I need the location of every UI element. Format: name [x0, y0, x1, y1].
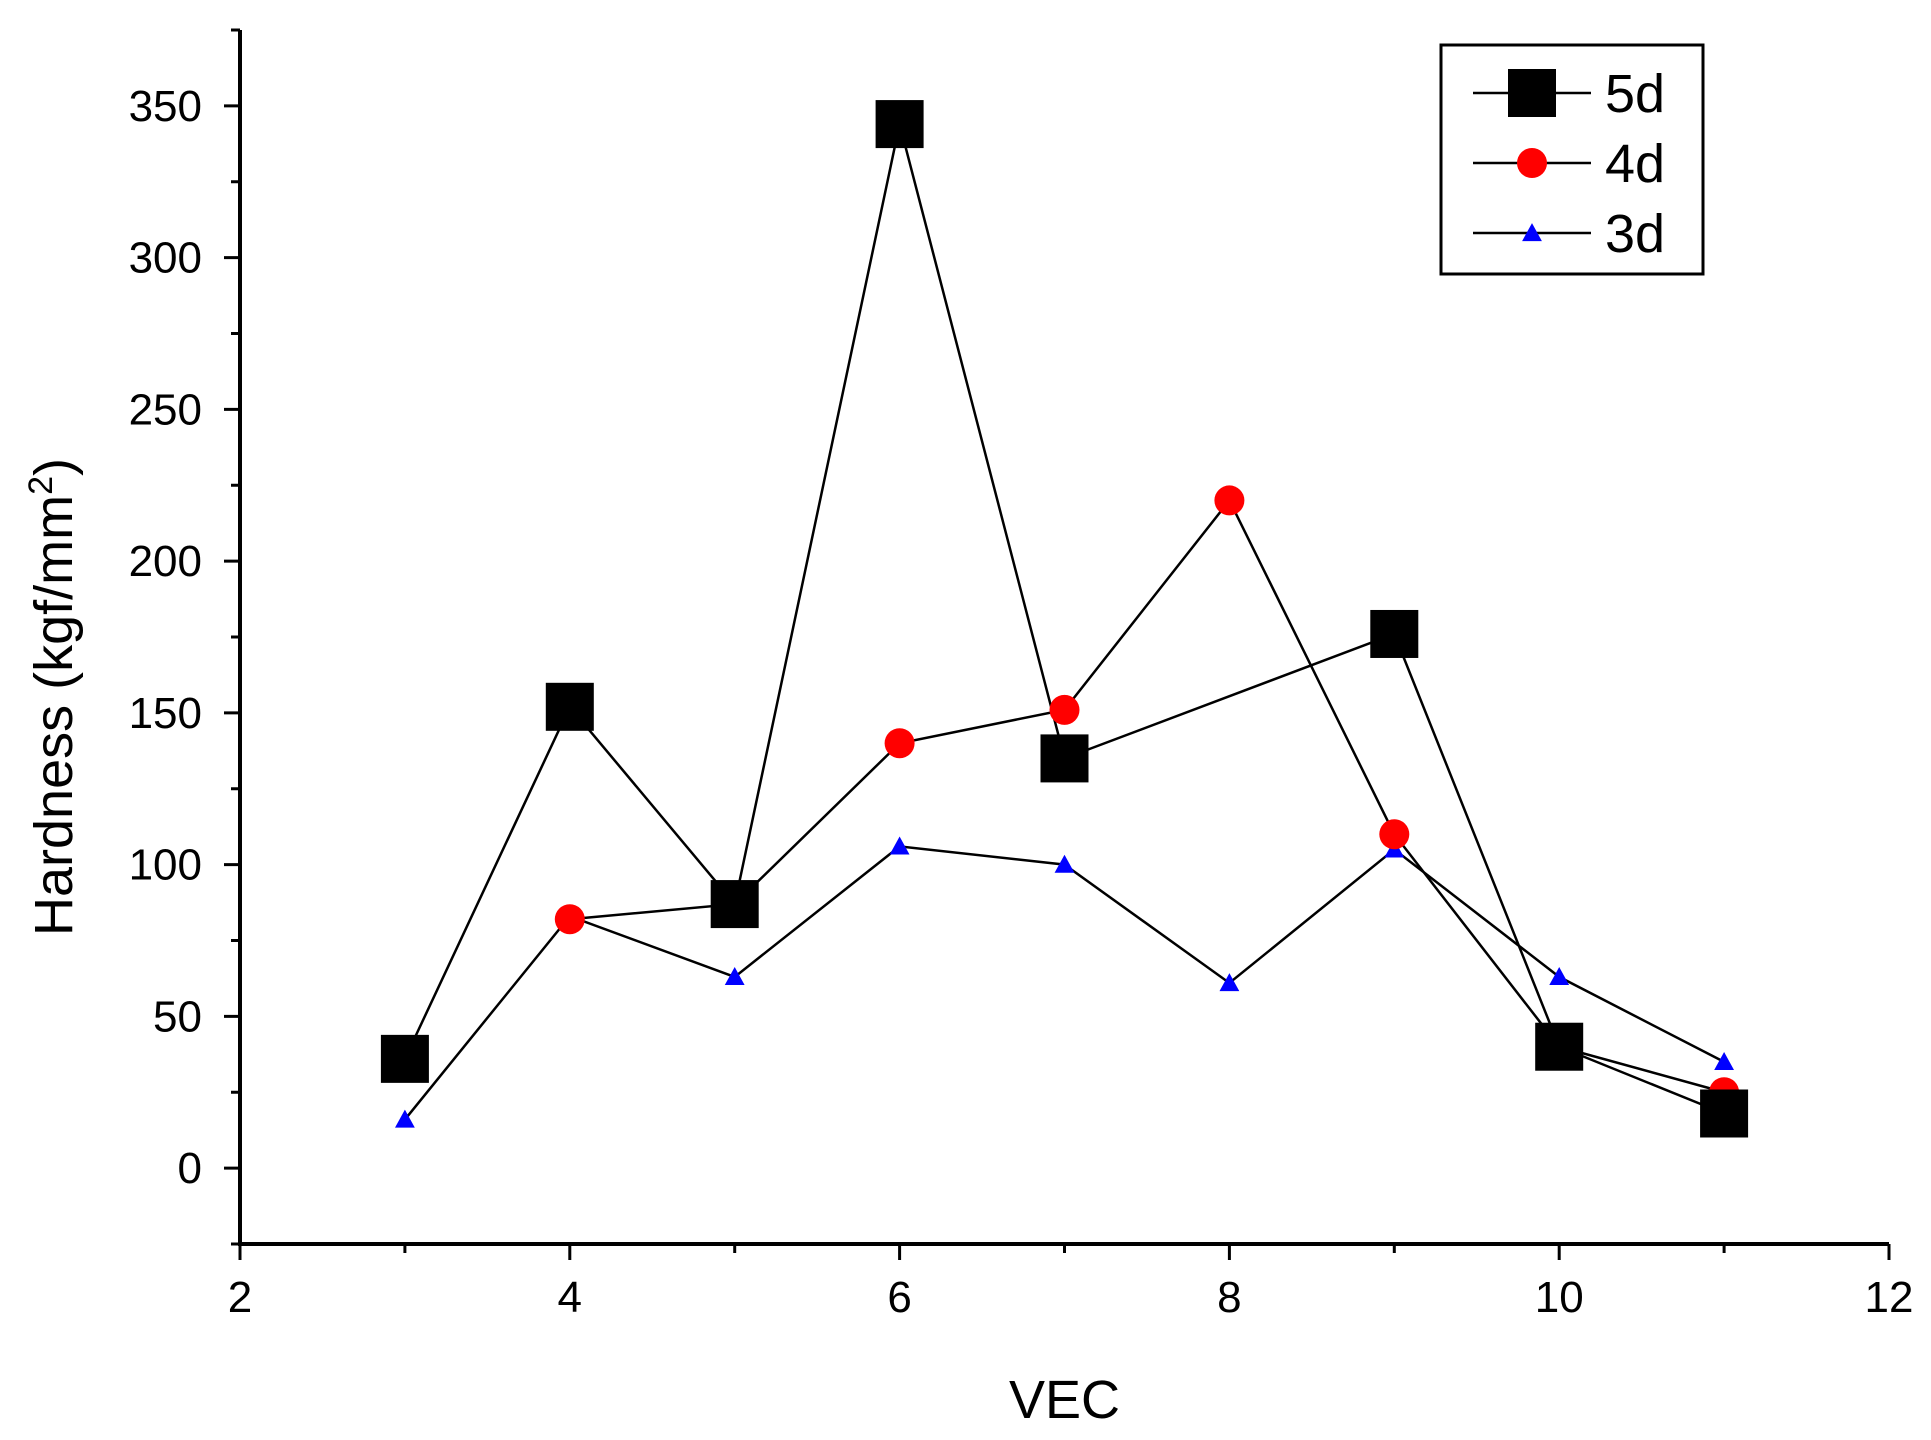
data-point-5d [1700, 1089, 1749, 1138]
data-point-4d [1379, 819, 1410, 850]
data-point-5d [380, 1034, 429, 1083]
x-tick-label: 2 [228, 1273, 252, 1322]
y-tick-label: 150 [129, 689, 202, 738]
data-point-5d [1370, 609, 1419, 658]
data-point-4d [884, 728, 915, 759]
data-point-3d [724, 967, 745, 986]
data-point-3d [1549, 967, 1570, 986]
y-axis-title-main: Hardness (kgf/mm [24, 495, 84, 936]
legend: 5d 4d 3d [1439, 43, 1705, 276]
x-tick-labels: 2 4 6 8 10 12 [228, 1273, 1914, 1322]
data-point-3d [395, 1109, 415, 1128]
legend-label-3d: 3d [1605, 204, 1665, 264]
data-point-4d [1049, 694, 1080, 725]
x-tick-label: 4 [558, 1273, 582, 1322]
y-tick-label: 100 [129, 841, 202, 890]
legend-label-4d: 4d [1605, 134, 1665, 194]
y-tick-label: 50 [153, 992, 202, 1041]
x-tick-label: 10 [1535, 1273, 1584, 1322]
y-tick-label: 300 [129, 234, 202, 283]
data-point-4d [1214, 485, 1245, 516]
series-line-3d [403, 845, 1725, 1121]
data-point-5d [710, 880, 759, 929]
series-line-4d [569, 498, 1725, 1094]
legend-marker-5d [1508, 69, 1556, 117]
data-point-5d [875, 100, 924, 149]
y-axis-title: Hardness (kgf/mm2) [22, 458, 84, 936]
data-point-3d [1714, 1052, 1734, 1070]
legend-marker-3d [1522, 223, 1542, 242]
data-point-3d [1054, 854, 1075, 873]
x-tick-label: 6 [887, 1273, 911, 1322]
data-point-5d [1535, 1022, 1584, 1071]
y-tick-labels: 0 50 100 150 200 250 300 350 [129, 82, 202, 1193]
y-axis-title-superscript: 2 [22, 476, 60, 495]
axes [238, 30, 1889, 1246]
y-axis-title-close: ) [24, 458, 84, 476]
y-tick-label: 0 [178, 1144, 202, 1193]
y-tick-label: 200 [129, 537, 202, 586]
legend-label-5d: 5d [1605, 64, 1665, 124]
series-markers [380, 100, 1749, 1138]
data-point-3d [1219, 973, 1240, 992]
data-point-5d [1040, 734, 1089, 783]
y-tick-label: 350 [129, 82, 202, 131]
legend-marker-4d [1517, 148, 1547, 178]
y-tick-label: 250 [129, 385, 202, 434]
data-point-4d [554, 904, 585, 935]
legend-box [1439, 43, 1705, 276]
x-axis-title: VEC [1009, 1370, 1120, 1430]
data-point-3d [889, 836, 910, 855]
x-tick-label: 12 [1865, 1273, 1914, 1322]
series-line-5d [403, 123, 1725, 1115]
data-point-5d [545, 682, 594, 731]
major-ticks [224, 104, 1891, 1260]
x-tick-label: 8 [1217, 1273, 1241, 1322]
